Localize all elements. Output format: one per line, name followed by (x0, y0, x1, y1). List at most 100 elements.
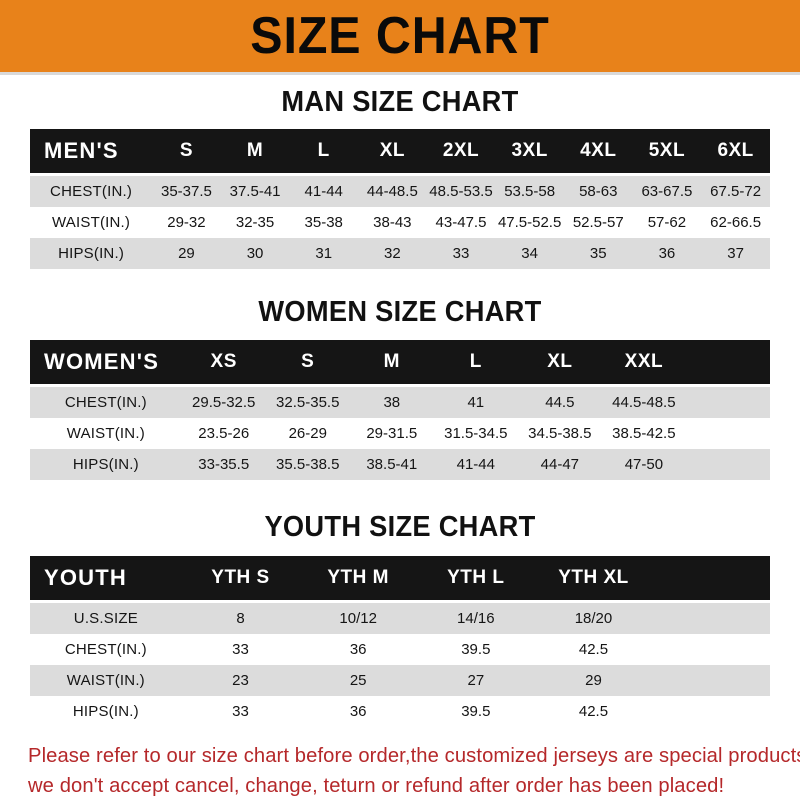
measurement-cell-spacer (685, 387, 770, 418)
column-header: XL (379, 140, 405, 161)
column-header-spacer (686, 340, 770, 384)
size-table: YOUTH YTH S YTH M YTH L YTH XL U.S.SIZE 8 10/12… (30, 556, 770, 727)
measurement-cell: 44-47 (517, 449, 602, 480)
measurement-cell: 63-67.5 (632, 176, 702, 207)
column-header: XXL (624, 351, 664, 372)
measurement-cell-spacer (652, 603, 770, 634)
measurement-cell: 33 (181, 634, 300, 665)
measurement-cell: 42.5 (534, 696, 653, 727)
row-label: CHEST(IN.) (30, 176, 153, 207)
measurement-cell: 33 (426, 238, 496, 269)
table-row: CHEST(IN.) 29.5-32.5 32.5-35.5 38 41 44.5 44.5… (30, 387, 770, 418)
measurement-cell: 44.5 (517, 387, 602, 418)
section-title: WOMEN SIZE CHART (258, 296, 542, 328)
header-gap-cell (30, 600, 770, 603)
measurement-cell: 39.5 (417, 634, 535, 665)
measurement-cell-spacer (652, 634, 770, 665)
column-header: YTH S (211, 567, 270, 588)
row-label: HIPS(IN.) (30, 449, 182, 480)
header-gap-row (30, 173, 770, 176)
table-row: WAIST(IN.) 23 25 27 29 (30, 665, 770, 696)
table-row: WAIST(IN.) 23.5-26 26-29 29-31.5 31.5-34.5 34… (30, 418, 770, 449)
table-row: CHEST(IN.) 35-37.5 37.5-41 41-44 44-48.5 48.5… (30, 176, 770, 207)
size-section-youth: YOUTH SIZE CHART YOUTH YTH S YTH M YTH L YTH … (0, 494, 800, 741)
size-chart-banner: SIZE CHART (0, 0, 800, 72)
measurement-cell: 67.5-72 (701, 176, 770, 207)
measurement-cell: 35-38 (289, 207, 359, 238)
column-header: M (383, 351, 400, 372)
measurement-cell: 32.5-35.5 (265, 387, 350, 418)
size-chart-sections: MAN SIZE CHART MEN'S S M L XL 2XL 3XL 4XL 5XL 6XL C… (0, 75, 800, 741)
column-header: 4XL (580, 140, 617, 161)
table-row: U.S.SIZE 8 10/12 14/16 18/20 (30, 603, 770, 634)
measurement-cell: 8 (181, 603, 300, 634)
header-gap-row (30, 600, 770, 603)
size-table: WOMEN'S XS S M L XL XXL CHEST(IN.) 29.5-32.5 32.5… (30, 340, 770, 480)
table-header-row: MEN'S S M L XL 2XL 3XL 4XL 5XL 6XL (30, 129, 770, 173)
measurement-cell-spacer (685, 418, 770, 449)
column-header: M (246, 140, 264, 161)
measurement-cell: 26-29 (265, 418, 350, 449)
measurement-cell: 30 (220, 238, 290, 269)
column-header: YTH M (327, 567, 389, 588)
measurement-cell: 36 (299, 696, 417, 727)
row-label: HIPS(IN.) (30, 238, 153, 269)
measurement-cell: 36 (299, 634, 417, 665)
measurement-cell: 29-31.5 (349, 418, 434, 449)
row-label: CHEST(IN.) (30, 634, 182, 665)
table-corner-label: MEN'S (44, 138, 119, 163)
table-row: HIPS(IN.) 29 30 31 32 33 34 35 36 37 (30, 238, 770, 269)
measurement-cell: 29 (152, 238, 221, 269)
measurement-cell: 25 (299, 665, 417, 696)
header-gap-cell (30, 173, 770, 176)
measurement-cell: 10/12 (299, 603, 417, 634)
measurement-cell: 35 (563, 238, 633, 269)
column-header: XL (547, 351, 573, 372)
banner-title: SIZE CHART (250, 7, 550, 65)
table-row: HIPS(IN.) 33 36 39.5 42.5 (30, 696, 770, 727)
measurement-cell: 57-62 (632, 207, 702, 238)
measurement-cell: 44.5-48.5 (601, 387, 686, 418)
table-row: HIPS(IN.) 33-35.5 35.5-38.5 38.5-41 41-44 44-… (30, 449, 770, 480)
section-title: MAN SIZE CHART (281, 86, 519, 118)
measurement-cell: 33 (181, 696, 300, 727)
measurement-cell: 58-63 (563, 176, 633, 207)
measurement-cell: 41 (433, 387, 518, 418)
table-header-row: WOMEN'S XS S M L XL XXL (30, 340, 770, 384)
column-header: 3XL (511, 140, 548, 161)
row-label: CHEST(IN.) (30, 387, 182, 418)
measurement-cell: 47.5-52.5 (495, 207, 564, 238)
size-section-womens: WOMEN SIZE CHART WOMEN'S XS S M L XL XXL CHEST(I… (0, 281, 800, 494)
measurement-cell: 27 (417, 665, 535, 696)
size-section-mens: MAN SIZE CHART MEN'S S M L XL 2XL 3XL 4XL 5XL 6XL C… (0, 75, 800, 281)
measurement-cell: 42.5 (534, 634, 653, 665)
measurement-cell: 44-48.5 (358, 176, 427, 207)
measurement-cell: 53.5-58 (495, 176, 564, 207)
measurement-cell: 35.5-38.5 (265, 449, 350, 480)
column-header-spacer (652, 556, 770, 600)
measurement-cell: 34.5-38.5 (517, 418, 602, 449)
measurement-cell: 39.5 (417, 696, 535, 727)
row-label: WAIST(IN.) (30, 207, 153, 238)
measurement-cell: 38.5-42.5 (601, 418, 686, 449)
size-table: MEN'S S M L XL 2XL 3XL 4XL 5XL 6XL CHEST(IN.) 35-37… (30, 129, 770, 269)
measurement-cell: 48.5-53.5 (426, 176, 496, 207)
table-corner-label: YOUTH (44, 565, 127, 590)
table-header-row: YOUTH YTH S YTH M YTH L YTH XL (30, 556, 770, 600)
measurement-cell-spacer (652, 696, 770, 727)
column-header: S (301, 351, 315, 372)
row-label: HIPS(IN.) (30, 696, 182, 727)
measurement-cell: 41-44 (433, 449, 518, 480)
table-row: CHEST(IN.) 33 36 39.5 42.5 (30, 634, 770, 665)
measurement-cell: 31 (289, 238, 359, 269)
measurement-cell: 62-66.5 (701, 207, 770, 238)
measurement-cell: 29 (534, 665, 653, 696)
column-header: L (469, 351, 482, 372)
order-policy-line-2: we don't accept cancel, change, teturn o… (28, 774, 725, 797)
measurement-cell-spacer (652, 665, 770, 696)
column-header: 5XL (648, 140, 686, 161)
measurement-cell: 32 (358, 238, 427, 269)
column-header: 2XL (442, 140, 480, 161)
section-title: YOUTH SIZE CHART (264, 511, 536, 543)
measurement-cell: 29-32 (152, 207, 221, 238)
